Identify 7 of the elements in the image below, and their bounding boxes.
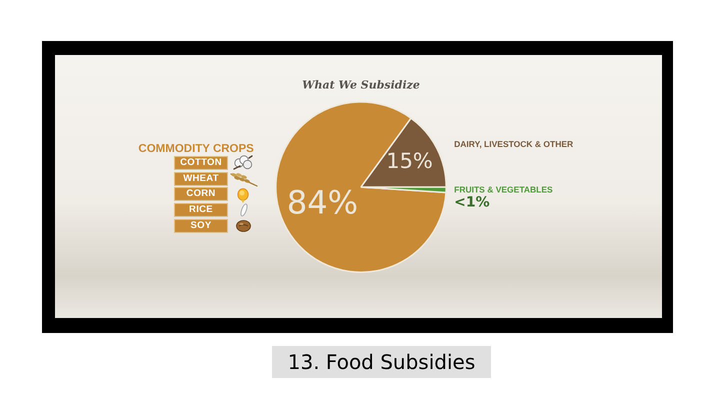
slice-label: DAIRY, LIVESTOCK & OTHER bbox=[454, 138, 574, 149]
data-label: 15% bbox=[386, 148, 433, 173]
chart-title: What We Subsidize bbox=[302, 78, 420, 92]
data-label: <1% bbox=[454, 194, 490, 211]
slice-label: FRUITS & VEGETABLES bbox=[454, 184, 554, 194]
data-label: 84% bbox=[286, 184, 358, 222]
slice-label: COMMODITY CROPS bbox=[138, 142, 254, 155]
